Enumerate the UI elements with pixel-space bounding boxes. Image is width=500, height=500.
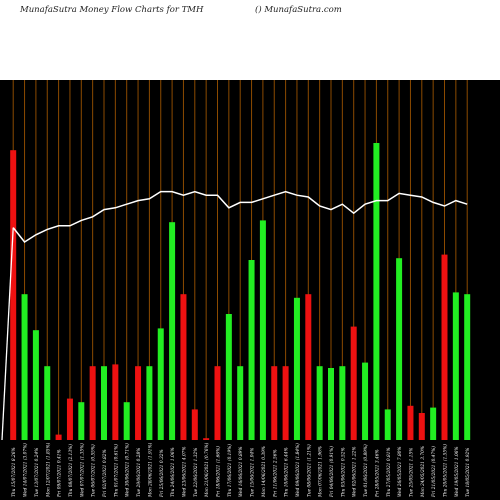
money-flow-bar [89, 366, 96, 440]
x-tick-label: Wed 26/05/2021 7.80% [398, 446, 403, 497]
x-tick-label: Mon 12/07/2021 (1.85%) [46, 442, 51, 498]
money-flow-bar [55, 434, 62, 440]
x-tick-label: Thu 08/07/2021 (2.13%) [69, 444, 74, 497]
money-flow-bar [78, 402, 85, 440]
x-tick-label: Thu 17/06/2021 (0.19%) [228, 444, 233, 497]
money-flow-bar [305, 294, 312, 440]
x-tick-label: Tue 01/06/2021 (0.89%) [364, 444, 369, 497]
x-tick-label: Tue 06/07/2021 (0.55%) [92, 444, 97, 497]
money-flow-bar [66, 398, 73, 440]
money-flow-bar [44, 366, 51, 440]
x-tick-label: Tue 18/05/2021 0.92% [466, 448, 471, 497]
chart-subtitle: () MunafaSutra.com [255, 5, 342, 15]
x-tick-label: Fri 04/06/2021 (0.91%) [330, 446, 335, 498]
money-flow-bar [407, 405, 414, 440]
money-flow-bar [225, 314, 232, 440]
x-tick-label: Fri 21/05/2021 (0.47%) [432, 446, 437, 498]
x-tick-label: Fri 18/06/2021 (1.66%) [217, 446, 222, 498]
money-flow-bar [384, 409, 391, 440]
chart-title: MunafaSutra Money Flow Charts for TMH [20, 5, 204, 15]
x-tick-label: Thu 27/05/2021 0.81% [387, 447, 392, 497]
trend-line-lead [1, 227, 14, 441]
x-tick-label: Wed 02/06/2021 1.22% [353, 446, 358, 497]
money-flow-bar [180, 294, 187, 440]
x-tick-label: Tue 08/06/2021 (1.21%) [307, 444, 312, 497]
x-tick-label: Thu 24/06/2021 1.06% [171, 447, 176, 497]
x-tick-label: Mon 14/06/2021 0.39% [262, 446, 267, 498]
x-tick-label: Mon 07/06/2021 1.96% [319, 446, 324, 498]
money-flow-bar [112, 364, 119, 440]
x-tick-label: Fri 02/07/2021 0.82% [103, 449, 108, 498]
money-flow-bar [350, 326, 357, 440]
money-flow-bar [316, 366, 323, 440]
money-flow-bar [339, 366, 346, 440]
money-flow-bar [157, 328, 164, 440]
x-tick-label: Thu 10/06/2021 6.44% [285, 447, 290, 497]
x-tick-label: Wed 07/07/2021 (1.35%) [80, 443, 85, 497]
x-tick-label: Thu 03/06/2021 0.52% [341, 447, 346, 497]
x-tick-label: Wed 14/07/2021 (3.07%) [24, 443, 29, 497]
money-flow-bar [362, 362, 369, 440]
x-tick-label: Tue 15/06/2021 1.04% [251, 448, 256, 497]
x-tick-label: Fri 28/05/2021 3.46% [375, 449, 380, 498]
x-tick-label: Mon 21/06/2021 (0.76%) [205, 442, 210, 498]
money-flow-bar [101, 366, 107, 440]
x-tick-label: Tue 25/05/2021 1.15% [409, 448, 414, 497]
money-flow-bar [293, 297, 300, 440]
x-tick-label: Thu 15/07/2021 8.26% [12, 447, 17, 497]
x-tick-label: Wed 19/05/2021 1.06% [455, 446, 460, 497]
money-flow-bar [135, 366, 142, 440]
money-flow-bar [21, 294, 28, 440]
money-flow-bar [214, 366, 221, 440]
x-tick-label: Mon 24/05/2021 3.70% [421, 446, 426, 498]
money-flow-bar [146, 366, 153, 440]
money-flow-bar [123, 402, 130, 440]
money-flow-bar [248, 260, 255, 440]
money-flow-bar [191, 409, 198, 440]
money-flow-bar [259, 220, 266, 440]
money-flow-bar [169, 222, 176, 440]
x-tick-label: Wed 16/06/2021 0.89% [239, 446, 244, 497]
money-flow-bar [441, 254, 448, 440]
x-tick-label: Fri 09/07/2021 0.41% [58, 449, 63, 498]
money-flow-line [12, 190, 468, 243]
x-tick-label: Tue 13/07/2021 0.24% [35, 448, 40, 497]
money-flow-bar [237, 366, 244, 440]
x-tick-label: Fri 11/06/2021 2.56% [273, 449, 278, 498]
x-tick-label: Thu 01/07/2021 (0.61%) [114, 444, 119, 497]
money-flow-bar [10, 150, 17, 440]
money-flow-bar [396, 258, 403, 440]
money-flow-bar [203, 438, 210, 440]
x-tick-label: Wed 09/06/2021 (1.84%) [296, 443, 301, 497]
money-flow-bar [430, 407, 437, 440]
x-tick-label: Tue 22/06/2021 1.32% [194, 448, 199, 497]
x-tick-label: Mon 28/06/2021 (1.91%) [148, 442, 153, 498]
money-flow-bar [452, 292, 459, 440]
money-flow-bar [282, 366, 289, 440]
x-tick-label: Wed 30/06/2021 (0.71%) [126, 443, 131, 497]
x-tick-label: Wed 23/06/2021 4.07% [182, 446, 187, 497]
money-flow-bar [32, 330, 39, 440]
money-flow-bar [418, 413, 425, 440]
chart-header: MunafaSutra Money Flow Charts for TMH ()… [0, 0, 500, 80]
x-tick-label: Thu 20/05/2021 (1.55%) [444, 444, 449, 497]
money-flow-bar [328, 368, 334, 440]
x-tick-label: Tue 29/06/2021 0.28% [137, 448, 142, 497]
x-tick-label: Fri 25/06/2021 0.32% [160, 449, 165, 498]
money-flow-bar [464, 294, 471, 440]
money-flow-bar [373, 143, 380, 440]
money-flow-bar [271, 366, 278, 440]
